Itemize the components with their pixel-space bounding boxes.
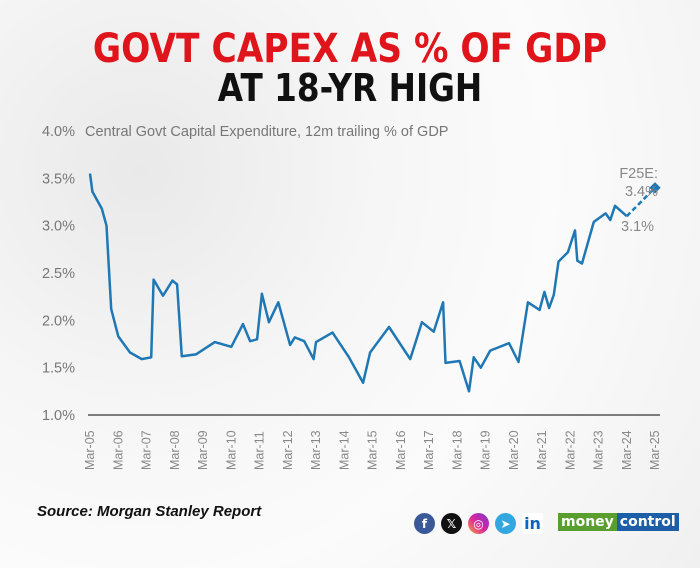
- x-tick-label: Mar-13: [309, 430, 323, 470]
- x-tick-label: Mar-20: [507, 430, 521, 470]
- headline: GOVT CAPEX AS % OF GDP: [92, 26, 608, 72]
- linkedin-icon[interactable]: in: [522, 513, 543, 534]
- y-tick-label: 2.0%: [42, 313, 75, 329]
- y-tick-label: 1.0%: [42, 408, 75, 424]
- x-tick-label: Mar-11: [253, 431, 267, 470]
- x-tick-label: Mar-10: [224, 430, 238, 470]
- social-links: f 𝕏 ◎ ➤ in: [414, 513, 543, 534]
- chart-title: Central Govt Capital Expenditure, 12m tr…: [85, 124, 448, 140]
- logo-part-money: money: [558, 513, 617, 531]
- last-actual-label: 3.1%: [621, 219, 654, 235]
- y-tick-label: 3.5%: [42, 171, 75, 187]
- x-tick-label: Mar-06: [111, 430, 125, 470]
- moneycontrol-logo: money control: [558, 513, 679, 531]
- x-tick-label: Mar-08: [168, 430, 182, 470]
- x-tick-label: Mar-17: [422, 430, 436, 470]
- x-tick-label: Mar-14: [337, 430, 351, 470]
- x-tick-label: Mar-09: [196, 430, 210, 470]
- x-tick-label: Mar-21: [535, 430, 549, 470]
- x-tick-label: Mar-22: [563, 430, 577, 470]
- forecast-point: [649, 182, 661, 194]
- y-tick-label: 1.5%: [42, 361, 75, 377]
- y-tick-label: 2.5%: [42, 266, 75, 282]
- instagram-icon[interactable]: ◎: [468, 513, 489, 534]
- source-note: Source: Morgan Stanley Report: [37, 503, 262, 520]
- forecast-dash: [625, 186, 656, 218]
- series-line: [88, 173, 628, 393]
- y-tick-label: 4.0%: [42, 124, 75, 140]
- subheadline: AT 18-YR HIGH: [217, 66, 483, 110]
- x-tick-label: Mar-12: [281, 430, 295, 470]
- line-chart: Central Govt Capital Expenditure, 12m tr…: [42, 124, 662, 470]
- logo-part-control: control: [616, 513, 679, 531]
- x-tick-label: Mar-18: [450, 430, 464, 470]
- telegram-icon[interactable]: ➤: [495, 513, 516, 534]
- x-tick-label: Mar-15: [366, 430, 380, 470]
- y-tick-label: 3.0%: [42, 219, 75, 235]
- forecast-value: 3.4%: [625, 184, 658, 200]
- x-tick-label: Mar-05: [83, 430, 97, 470]
- x-tick-label: Mar-16: [394, 430, 408, 470]
- forecast-label: F25E:: [619, 166, 658, 182]
- x-tick-label: Mar-25: [648, 430, 662, 470]
- x-tick-label: Mar-24: [620, 430, 634, 470]
- facebook-icon[interactable]: f: [414, 513, 435, 534]
- x-tick-label: Mar-19: [479, 430, 493, 470]
- x-icon[interactable]: 𝕏: [441, 513, 462, 534]
- x-tick-label: Mar-23: [592, 430, 606, 470]
- x-tick-label: Mar-07: [140, 430, 154, 470]
